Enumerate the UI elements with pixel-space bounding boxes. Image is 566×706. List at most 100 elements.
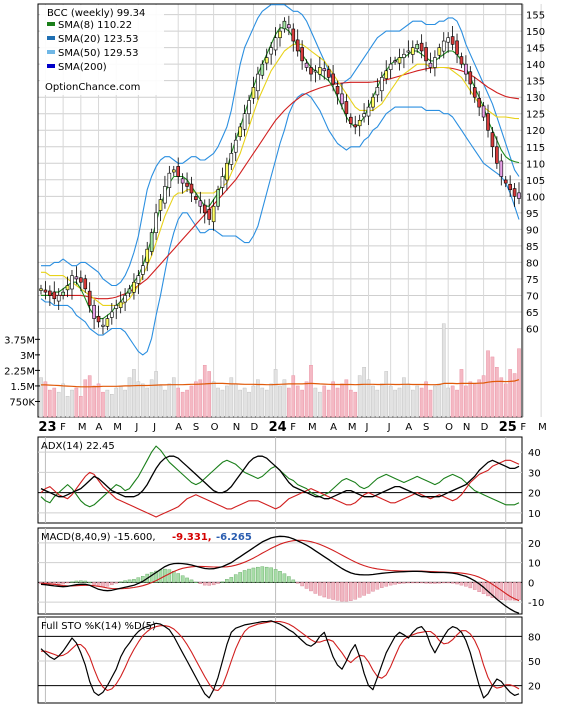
volume-bar	[490, 356, 495, 418]
volume-bar	[322, 385, 327, 418]
candle-body	[291, 28, 296, 42]
candle-body	[397, 57, 402, 64]
candle-body	[304, 62, 309, 68]
legend-entry: SMA(20) 123.53	[58, 34, 139, 45]
candle-body	[295, 39, 300, 52]
volume-bar	[74, 387, 79, 418]
adx-label: ADX(14) 22.45	[41, 441, 115, 452]
legend-swatch	[47, 22, 55, 26]
macd-signal-line	[40, 539, 520, 602]
macd-histogram-bar	[295, 582, 300, 584]
legend-entry: SMA(200)	[58, 62, 107, 73]
macd-histogram-bar	[105, 582, 110, 587]
panel-tick-label: 30	[528, 468, 541, 479]
macd-histogram-bar	[468, 582, 473, 589]
volume-bar	[419, 387, 424, 418]
candle-body	[393, 60, 397, 63]
month-label: A	[330, 422, 337, 433]
candle-body	[216, 189, 220, 207]
candle-body	[287, 24, 291, 29]
volume-bar	[185, 389, 189, 418]
month-label: O	[445, 422, 453, 433]
volume-bar	[379, 383, 384, 418]
volume-bar	[242, 387, 247, 418]
volume-bar	[450, 385, 455, 418]
macd-histogram-bar	[490, 582, 495, 598]
month-label: J	[134, 422, 138, 433]
volume-bar	[163, 389, 167, 418]
candle-body	[459, 56, 464, 65]
macd-histogram-bar	[441, 582, 446, 584]
candle-body	[154, 212, 158, 233]
candle-body	[56, 295, 61, 302]
candle-body	[415, 44, 420, 50]
macd-histogram-bar	[486, 582, 490, 597]
candle-body	[419, 42, 424, 52]
candle-body	[167, 172, 172, 188]
stoch-k-line	[40, 620, 520, 699]
volume-bar	[211, 381, 216, 418]
candle-body	[140, 265, 145, 275]
macd-histogram-bar	[158, 569, 163, 583]
macd-histogram-bar	[335, 582, 340, 601]
volume-bar	[410, 389, 415, 418]
macd-histogram-bar	[291, 579, 296, 583]
candle-body	[251, 86, 256, 99]
candle-body	[247, 100, 251, 115]
candle-body	[264, 57, 269, 64]
candle-body	[508, 183, 512, 191]
macd-histogram-bar	[154, 570, 158, 583]
legend-box	[40, 5, 164, 95]
macd-histogram-bar	[132, 579, 136, 583]
month-label: D	[250, 422, 258, 433]
macd-histogram-bar	[397, 582, 402, 584]
volume-bar	[499, 377, 504, 418]
candle-body	[238, 126, 242, 137]
volume-bar	[295, 385, 300, 418]
candle-body	[282, 20, 287, 30]
candle-body	[211, 205, 216, 223]
candle-body	[105, 318, 110, 327]
macd-histogram-bar	[189, 579, 194, 583]
macd-histogram-bar	[375, 582, 380, 590]
volume-bars	[39, 323, 521, 418]
candle-body	[477, 98, 481, 108]
candle-body	[87, 290, 92, 306]
month-gridlines	[44, 4, 542, 417]
candle-body	[313, 70, 318, 73]
macd-histogram-bar	[322, 582, 327, 598]
candle-body	[70, 275, 74, 290]
candle-body	[220, 176, 225, 188]
month-label: A	[175, 422, 182, 433]
panel-tick-label: 10	[528, 559, 541, 570]
candle-body	[402, 53, 406, 58]
macd-histogram-bar	[74, 580, 79, 583]
macd-histogram-bar	[508, 582, 512, 601]
volume-bar	[481, 375, 486, 418]
macd-histogram-bar	[393, 582, 397, 585]
candle-body	[256, 73, 260, 92]
month-label: D	[481, 422, 489, 433]
candle-body	[65, 285, 70, 291]
macd-histogram-bar	[87, 582, 92, 584]
adx-panel: 10 20 30 40	[38, 437, 541, 523]
month-label: S	[193, 422, 199, 433]
macd-histogram-bar	[424, 582, 428, 584]
price-tick-label: 85	[526, 242, 539, 253]
volume-tick-label: 3M	[20, 351, 35, 362]
candle-body	[273, 37, 278, 51]
price-tick-label: 60	[526, 324, 539, 335]
volume-tick-label: 750K	[9, 397, 35, 408]
candle-body	[433, 57, 437, 68]
volume-bar	[282, 379, 287, 418]
candle-body	[101, 324, 105, 327]
candle-body	[371, 96, 375, 108]
macd-panel-frame	[37, 527, 523, 615]
volume-bar	[176, 387, 181, 418]
month-axis-labels: 23 F M A M J J A S O N D 24 F M A M J J A S O N D 25 F M	[38, 420, 546, 435]
macd-histogram-bar	[260, 566, 265, 583]
candle-body	[326, 69, 331, 78]
candle-body	[92, 305, 96, 319]
macd-histogram-bar	[176, 573, 181, 583]
price-tick-label: 130	[526, 93, 545, 104]
